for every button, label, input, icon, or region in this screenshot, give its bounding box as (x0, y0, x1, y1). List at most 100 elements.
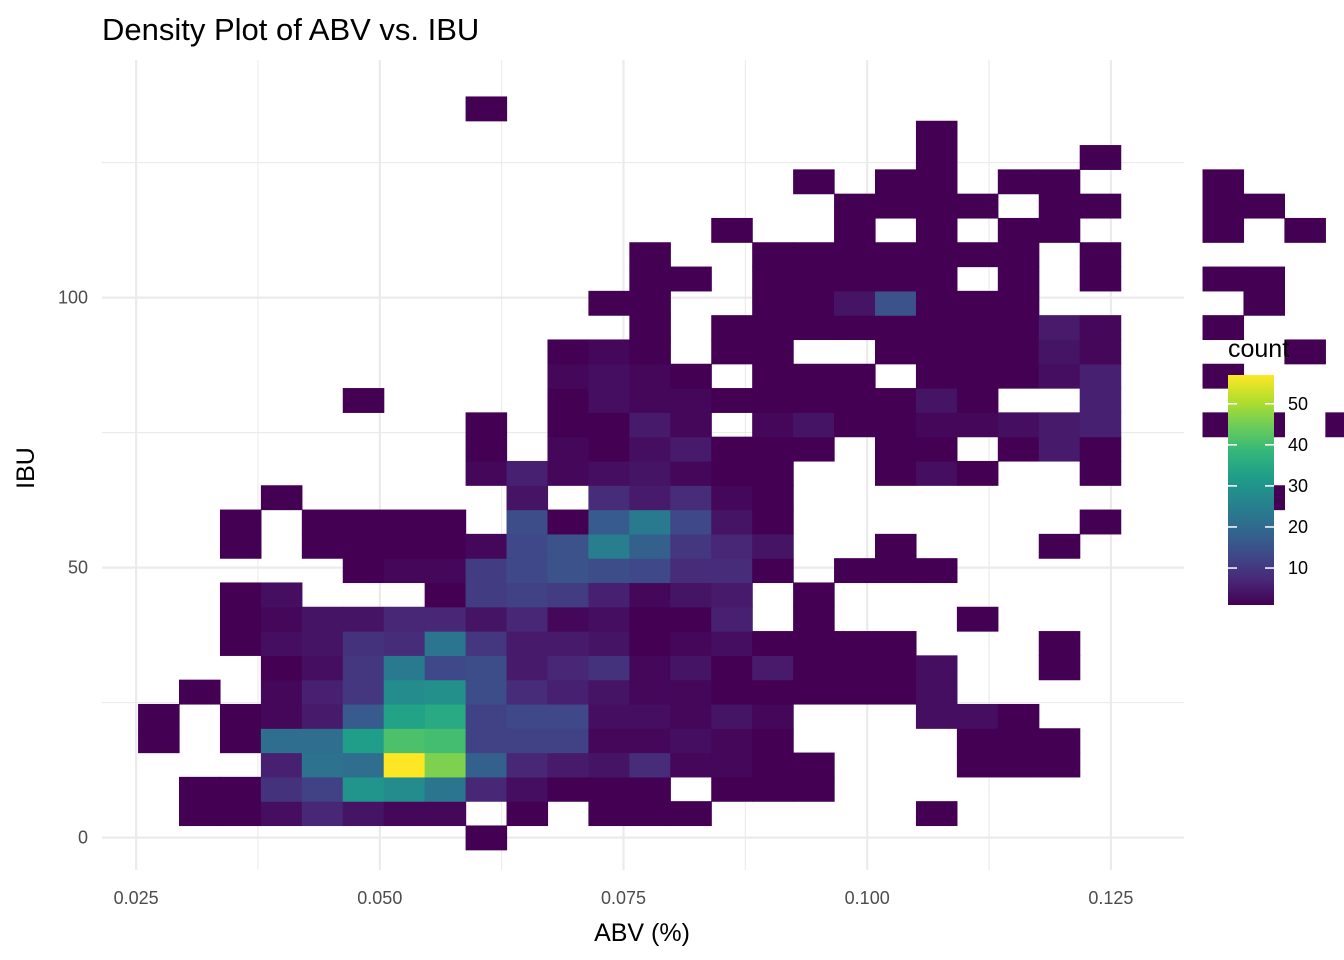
heatmap-tile (506, 679, 549, 705)
heatmap-tile (465, 655, 508, 681)
y-axis-ticks: 0 50 100 (58, 288, 88, 848)
heatmap-tile (547, 776, 590, 802)
heatmap-tile (465, 606, 508, 632)
heatmap-tile (383, 509, 426, 535)
heatmap-tile (588, 655, 630, 681)
heatmap-tile (342, 509, 385, 535)
heatmap-tile (834, 558, 876, 584)
heatmap-tile (588, 363, 630, 389)
heatmap-tile (956, 193, 999, 219)
heatmap-tile (342, 703, 385, 729)
heatmap-tiles (138, 96, 1344, 851)
y-axis-title: IBU (12, 447, 40, 489)
heatmap-tile (670, 558, 712, 584)
heatmap-tile (956, 703, 999, 729)
heatmap-tile (834, 412, 876, 438)
heatmap-tile (383, 728, 426, 754)
x-tick-label: 0.125 (1088, 888, 1133, 908)
heatmap-tile (342, 388, 385, 413)
heatmap-tile (793, 776, 835, 802)
heatmap-tile (547, 533, 590, 559)
heatmap-tile (629, 776, 671, 802)
heatmap-tile (711, 752, 753, 778)
heatmap-tile (1038, 217, 1081, 243)
heatmap-tile (752, 388, 794, 413)
heatmap-tile (260, 655, 303, 681)
heatmap-tile (834, 655, 876, 681)
heatmap-tile (465, 436, 508, 462)
legend-tick-label: 10 (1288, 558, 1308, 578)
heatmap-tile (383, 631, 426, 656)
heatmap-tile (874, 290, 917, 316)
heatmap-tile (956, 339, 999, 365)
heatmap-tile (547, 679, 590, 705)
heatmap-tile (383, 606, 426, 632)
heatmap-tile (424, 679, 467, 705)
heatmap-tile (506, 655, 549, 681)
heatmap-tile (834, 290, 876, 316)
heatmap-tile (670, 728, 712, 754)
heatmap-tile (670, 412, 712, 438)
heatmap-tile (424, 631, 467, 656)
heatmap-tile (752, 315, 794, 341)
heatmap-tile (670, 752, 712, 778)
heatmap-tile (752, 460, 794, 486)
heatmap-tile (629, 460, 671, 486)
heatmap-tile (342, 679, 385, 705)
heatmap-tile (915, 266, 958, 292)
legend-tick-label: 40 (1288, 435, 1308, 455)
heatmap-tile (465, 96, 508, 122)
heatmap-tile (424, 752, 467, 778)
heatmap-tile (874, 193, 917, 219)
heatmap-tile (588, 533, 630, 559)
heatmap-tile (997, 315, 1040, 341)
heatmap-tile (138, 703, 180, 729)
heatmap-tile (752, 655, 794, 681)
heatmap-tile (956, 290, 999, 316)
heatmap-tile (752, 509, 794, 535)
heatmap-tile (588, 728, 630, 754)
heatmap-tile (711, 217, 753, 243)
heatmap-tile (997, 363, 1040, 389)
heatmap-tile (915, 120, 958, 146)
heatmap-tile (915, 388, 958, 413)
heatmap-tile (1079, 412, 1122, 438)
heatmap-tile (506, 801, 549, 827)
heatmap-tile (834, 266, 876, 292)
heatmap-tile (301, 752, 344, 778)
heatmap-tile (752, 339, 794, 365)
heatmap-tile (547, 728, 590, 754)
heatmap-tile (424, 728, 467, 754)
heatmap-tile (588, 558, 630, 584)
heatmap-tile (1243, 290, 1286, 316)
heatmap-tile (260, 728, 303, 754)
heatmap-tile (874, 631, 917, 656)
heatmap-tile (793, 655, 835, 681)
heatmap-tile (547, 388, 590, 413)
heatmap-tile (915, 242, 958, 268)
heatmap-tile (874, 169, 917, 195)
heatmap-tile (670, 631, 712, 656)
heatmap-tile (260, 679, 303, 705)
heatmap-tile (629, 388, 671, 413)
heatmap-tile (752, 728, 794, 754)
y-tick-label: 100 (58, 288, 88, 308)
color-legend: count 10 20 30 40 50 (1228, 335, 1308, 605)
heatmap-tile (547, 703, 590, 729)
heatmap-tile (547, 606, 590, 632)
legend-ticks: 10 20 30 40 50 (1228, 394, 1308, 578)
heatmap-tile (997, 217, 1040, 243)
heatmap-tile (260, 776, 303, 802)
heatmap-tile (301, 679, 344, 705)
heatmap-tile (1079, 363, 1122, 389)
heatmap-tile (874, 315, 917, 341)
heatmap-tile (793, 752, 835, 778)
heatmap-tile (711, 315, 753, 341)
heatmap-tile (834, 631, 876, 656)
heatmap-tile (219, 509, 262, 535)
heatmap-tile (1079, 193, 1122, 219)
heatmap-tile (424, 533, 467, 559)
heatmap-tile (670, 655, 712, 681)
heatmap-tile (874, 679, 917, 705)
heatmap-tile (506, 606, 549, 632)
